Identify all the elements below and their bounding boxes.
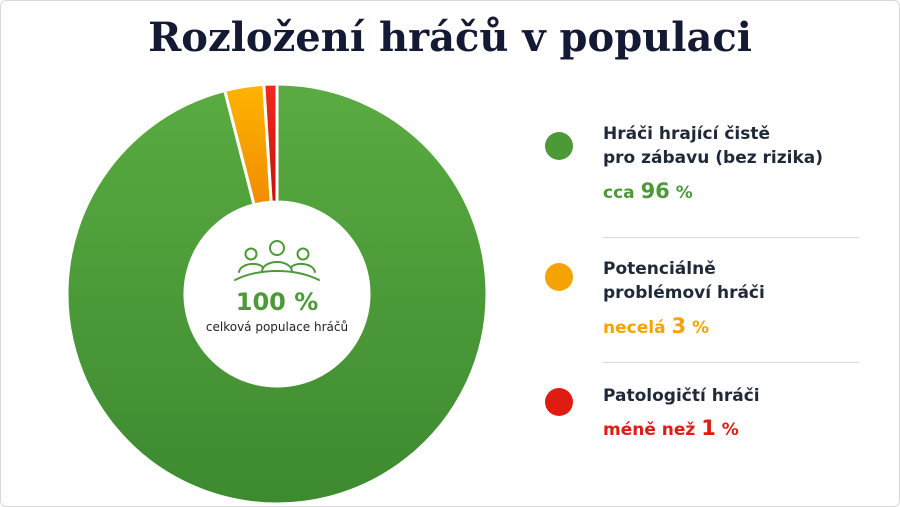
- legend-number-risk: 3: [671, 314, 687, 338]
- chart-title: Rozložení hráčů v populaci: [148, 14, 752, 61]
- people-group-icon: [234, 240, 320, 281]
- legend-number-pathological: 1: [701, 416, 716, 440]
- legend-swatch-pathological: [545, 388, 573, 416]
- legend-prefix-risk: necelá: [603, 318, 666, 338]
- total-value: 100 %: [235, 288, 319, 316]
- legend-unit-fun: %: [675, 183, 693, 203]
- legend-prefix-pathological: méně než: [603, 420, 696, 440]
- legend-value-fun: cca 96 %: [603, 179, 835, 205]
- legend-divider: [603, 362, 859, 363]
- legend-value-pathological: méně než 1 %: [603, 416, 835, 442]
- legend-divider: [603, 237, 859, 238]
- donut-slice-fun: [65, 82, 489, 506]
- donut-center: 100 % celková populace hráčů: [182, 238, 372, 334]
- total-subtitle: celková populace hráčů: [205, 320, 349, 334]
- legend-label-pathological: Patologičtí hráči: [603, 386, 760, 406]
- donut-slice-pathological: [262, 82, 279, 204]
- legend-label-fun-line1: Hráči hrající čistě: [603, 124, 771, 144]
- legend-label-risk-line1: Potenciálně: [603, 259, 716, 279]
- legend-unit-pathological: %: [721, 420, 739, 440]
- legend-label-risk-line2: problémoví hráči: [603, 283, 765, 303]
- legend-swatch-risk: [545, 263, 573, 291]
- legend-label-fun-line2: pro zábavu (bez rizika): [603, 148, 824, 168]
- legend-prefix-fun: cca: [603, 183, 635, 203]
- legend-value-risk: necelá 3 %: [603, 314, 835, 340]
- legend-number-fun: 96: [640, 179, 670, 203]
- legend-swatch-fun: [545, 132, 573, 160]
- legend-unit-risk: %: [692, 318, 710, 338]
